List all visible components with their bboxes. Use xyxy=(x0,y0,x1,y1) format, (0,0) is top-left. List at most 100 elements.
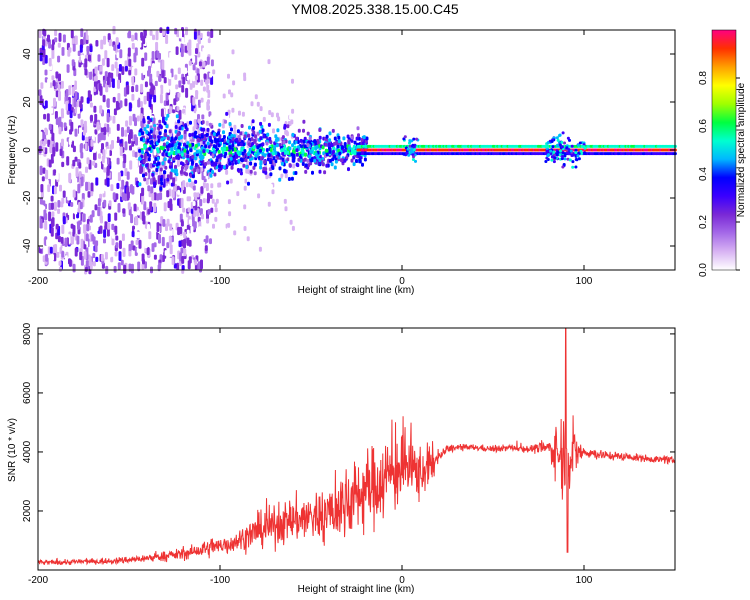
heatmap-cell xyxy=(42,146,46,153)
heatmap-cell xyxy=(181,256,185,264)
heatmap-cell xyxy=(567,152,571,156)
heatmap-cell xyxy=(191,132,195,137)
heatmap-cell xyxy=(230,92,234,98)
heatmap-cell xyxy=(55,90,59,98)
heatmap-cell xyxy=(180,152,184,157)
heatmap-cell xyxy=(200,134,204,139)
heatmap-cell xyxy=(304,152,307,157)
heatmap-cell xyxy=(94,113,98,124)
heatmap-cell xyxy=(121,76,125,83)
heatmap-cell xyxy=(103,126,107,135)
heatmap-cell xyxy=(108,200,112,207)
heatmap-cell xyxy=(186,141,190,146)
heatmap-cell xyxy=(61,251,65,258)
heatmap-cell xyxy=(181,37,185,44)
heatmap-cell xyxy=(407,153,411,157)
heatmap-cell xyxy=(116,52,120,59)
heatmap-cell xyxy=(131,66,135,73)
heatmap-cell xyxy=(253,138,257,143)
heatmap-cell xyxy=(230,83,233,89)
heatmap-cell xyxy=(134,32,138,42)
heatmap-cell xyxy=(145,130,149,135)
heatmap-cell xyxy=(114,134,117,143)
heatmap-cell xyxy=(174,151,178,155)
heatmap-cell xyxy=(271,151,275,156)
heatmap-cell xyxy=(347,167,350,172)
heatmap-cell xyxy=(357,133,360,138)
heatmap-cell xyxy=(75,167,79,177)
heatmap-cell xyxy=(191,154,195,159)
heatmap-cell xyxy=(51,254,54,261)
heatmap-cell xyxy=(175,84,179,90)
heatmap-cell xyxy=(174,121,178,127)
heatmap-cell xyxy=(216,155,220,160)
heatmap-cell xyxy=(221,123,225,129)
heatmap-cell xyxy=(577,157,581,161)
heatmap-cell xyxy=(196,168,200,173)
heatmap-cell xyxy=(197,99,201,108)
heatmap-cell xyxy=(57,42,61,48)
heatmap-cell xyxy=(211,153,215,158)
heatmap-cell xyxy=(120,89,124,99)
heatmap-cell xyxy=(325,134,329,139)
heatmap-cell xyxy=(159,177,163,182)
heatmap-cell xyxy=(225,146,229,151)
heatmap-cell xyxy=(402,152,406,156)
heatmap-cell xyxy=(189,83,193,90)
heatmap-cell xyxy=(207,192,210,202)
heatmap-cell xyxy=(124,98,128,107)
heatmap-cell xyxy=(558,133,562,137)
heatmap-cell xyxy=(193,152,197,157)
heatmap-cell xyxy=(149,178,153,185)
heatmap-cell xyxy=(209,173,213,178)
heatmap-cell xyxy=(181,185,185,191)
heatmap-cell xyxy=(161,59,165,70)
heatmap-cell xyxy=(135,92,139,100)
heatmap-cell xyxy=(133,203,137,212)
heatmap-cell xyxy=(93,193,97,201)
heatmap-cell xyxy=(134,159,138,168)
heatmap-cell xyxy=(51,132,55,142)
heatmap-cell xyxy=(186,121,190,127)
heatmap-cell xyxy=(166,174,170,179)
heatmap-cell xyxy=(115,37,119,44)
heatmap-cell xyxy=(561,155,565,158)
heatmap-cell xyxy=(135,136,138,146)
heatmap-cell xyxy=(200,259,203,270)
heatmap-cell xyxy=(144,242,148,249)
heatmap-cell xyxy=(71,78,75,86)
heatmap-cell xyxy=(176,262,180,271)
heatmap-cell xyxy=(274,159,278,164)
heatmap-cell xyxy=(129,145,132,151)
heatmap-cell xyxy=(67,206,71,216)
heatmap-cell xyxy=(297,128,301,133)
heatmap-cell xyxy=(94,204,98,211)
heatmap-cell xyxy=(203,73,207,80)
heatmap-cell xyxy=(119,49,123,59)
heatmap-cell xyxy=(164,250,168,256)
heatmap-cell xyxy=(62,190,66,198)
heatmap-cell xyxy=(563,141,566,145)
heatmap-cell xyxy=(191,193,195,201)
heatmap-cell xyxy=(83,84,87,94)
heatmap-cell xyxy=(555,136,559,140)
heatmap-cell xyxy=(109,48,113,58)
heatmap-cell xyxy=(106,177,110,187)
heatmap-cell xyxy=(171,189,175,199)
heatmap-cell xyxy=(192,185,196,191)
heatmap-cell xyxy=(134,228,138,239)
heatmap-cell xyxy=(325,163,329,168)
heatmap-cell xyxy=(80,151,84,159)
heatmap-cell xyxy=(193,31,197,40)
heatmap-cell xyxy=(156,194,160,201)
heatmap-cell xyxy=(214,81,218,87)
heatmap-cell xyxy=(49,144,53,154)
heatmap-cell xyxy=(208,122,212,127)
heatmap-cell xyxy=(127,47,131,57)
heatmap-cell xyxy=(323,170,327,175)
heatmap-cell xyxy=(105,83,109,93)
heatmap-cell xyxy=(254,134,257,139)
heatmap-cell xyxy=(67,190,71,201)
heatmap-cell xyxy=(556,143,559,147)
heatmap-cell xyxy=(173,263,177,269)
